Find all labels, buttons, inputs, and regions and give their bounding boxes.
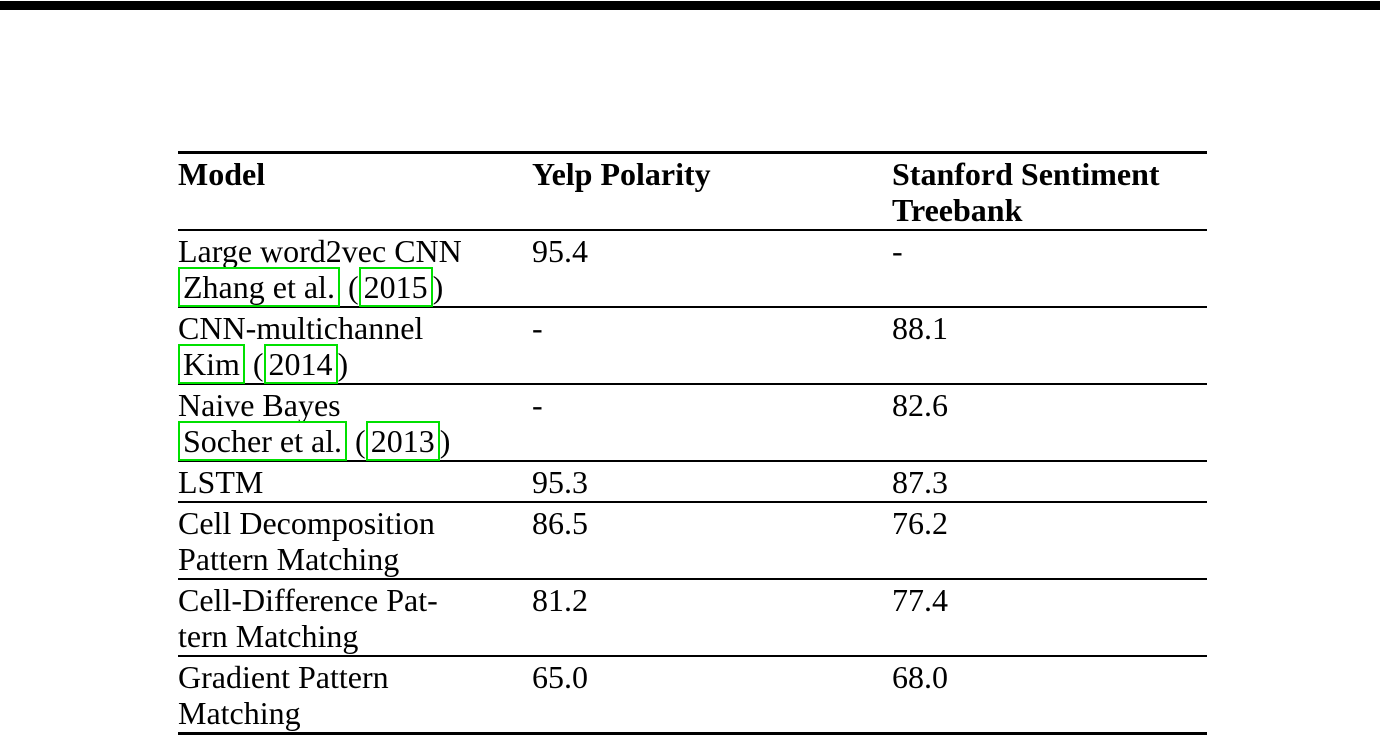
stanford-sentiment-cell: 68.0 (892, 659, 948, 695)
citation-paren-close: ) (432, 269, 444, 305)
citation: Socher et al. (2013) (178, 421, 532, 461)
table-row: Cell-Difference Pat- tern Matching 81.2 … (178, 580, 1207, 657)
model-cell: Cell Decomposition Pattern Matching (178, 505, 435, 577)
model-cell: Gradient Pattern Matching (178, 659, 389, 731)
stanford-sentiment-cell: 87.3 (892, 464, 948, 500)
citation-author-link[interactable]: Kim (178, 344, 245, 384)
citation: Zhang et al. (2015) (178, 267, 532, 307)
table-row: CNN-multichannel Kim (2014) - 88.1 (178, 308, 1207, 385)
yelp-polarity-cell: 95.3 (532, 464, 588, 500)
citation-author-link[interactable]: Zhang et al. (178, 267, 340, 307)
model-cell: Large word2vec CNN Zhang et al. (2015) (178, 233, 532, 307)
page-top-rule (0, 1, 1380, 10)
citation-year-link[interactable]: 2015 (358, 267, 433, 307)
results-table: Model Yelp Polarity Stanford Sentiment T… (178, 151, 1207, 735)
citation: Kim (2014) (178, 344, 532, 384)
yelp-polarity-cell: - (532, 310, 543, 346)
citation-year-link[interactable]: 2014 (263, 344, 338, 384)
stanford-sentiment-cell: 76.2 (892, 505, 948, 541)
citation-year-link[interactable]: 2013 (365, 421, 440, 461)
yelp-polarity-cell: 95.4 (532, 233, 588, 269)
table-row: Cell Decomposition Pattern Matching 86.5… (178, 503, 1207, 580)
model-name: CNN-multichannel (178, 310, 424, 346)
stanford-sentiment-cell: - (892, 233, 903, 269)
yelp-polarity-cell: 65.0 (532, 659, 588, 695)
model-cell: CNN-multichannel Kim (2014) (178, 310, 532, 384)
citation-author-link[interactable]: Socher et al. (178, 421, 348, 461)
citation-paren-open: ( (244, 346, 264, 382)
column-header-model: Model (178, 156, 266, 192)
yelp-polarity-cell: - (532, 387, 543, 423)
citation-paren-open: ( (339, 269, 359, 305)
table-row: Large word2vec CNN Zhang et al. (2015) 9… (178, 231, 1207, 308)
model-name: Large word2vec CNN (178, 233, 462, 269)
yelp-polarity-cell: 86.5 (532, 505, 588, 541)
table-row: Naive Bayes Socher et al. (2013) - 82.6 (178, 385, 1207, 462)
stanford-sentiment-cell: 88.1 (892, 310, 948, 346)
stanford-sentiment-cell: 77.4 (892, 582, 948, 618)
model-name: Naive Bayes (178, 387, 341, 423)
model-cell: LSTM (178, 464, 264, 500)
column-header-yelp-polarity: Yelp Polarity (532, 156, 711, 192)
citation-paren-close: ) (337, 346, 349, 382)
model-cell: Cell-Difference Pat- tern Matching (178, 582, 438, 654)
citation-paren-open: ( (347, 423, 366, 459)
table-row: LSTM 95.3 87.3 (178, 462, 1207, 503)
column-header-stanford-sentiment-treebank: Stanford Sentiment Treebank (892, 156, 1160, 228)
model-cell: Naive Bayes Socher et al. (2013) (178, 387, 532, 461)
yelp-polarity-cell: 81.2 (532, 582, 588, 618)
stanford-sentiment-cell: 82.6 (892, 387, 948, 423)
citation-paren-close: ) (439, 423, 451, 459)
table-header-row: Model Yelp Polarity Stanford Sentiment T… (178, 154, 1207, 231)
table-row: Gradient Pattern Matching 65.0 68.0 (178, 657, 1207, 735)
